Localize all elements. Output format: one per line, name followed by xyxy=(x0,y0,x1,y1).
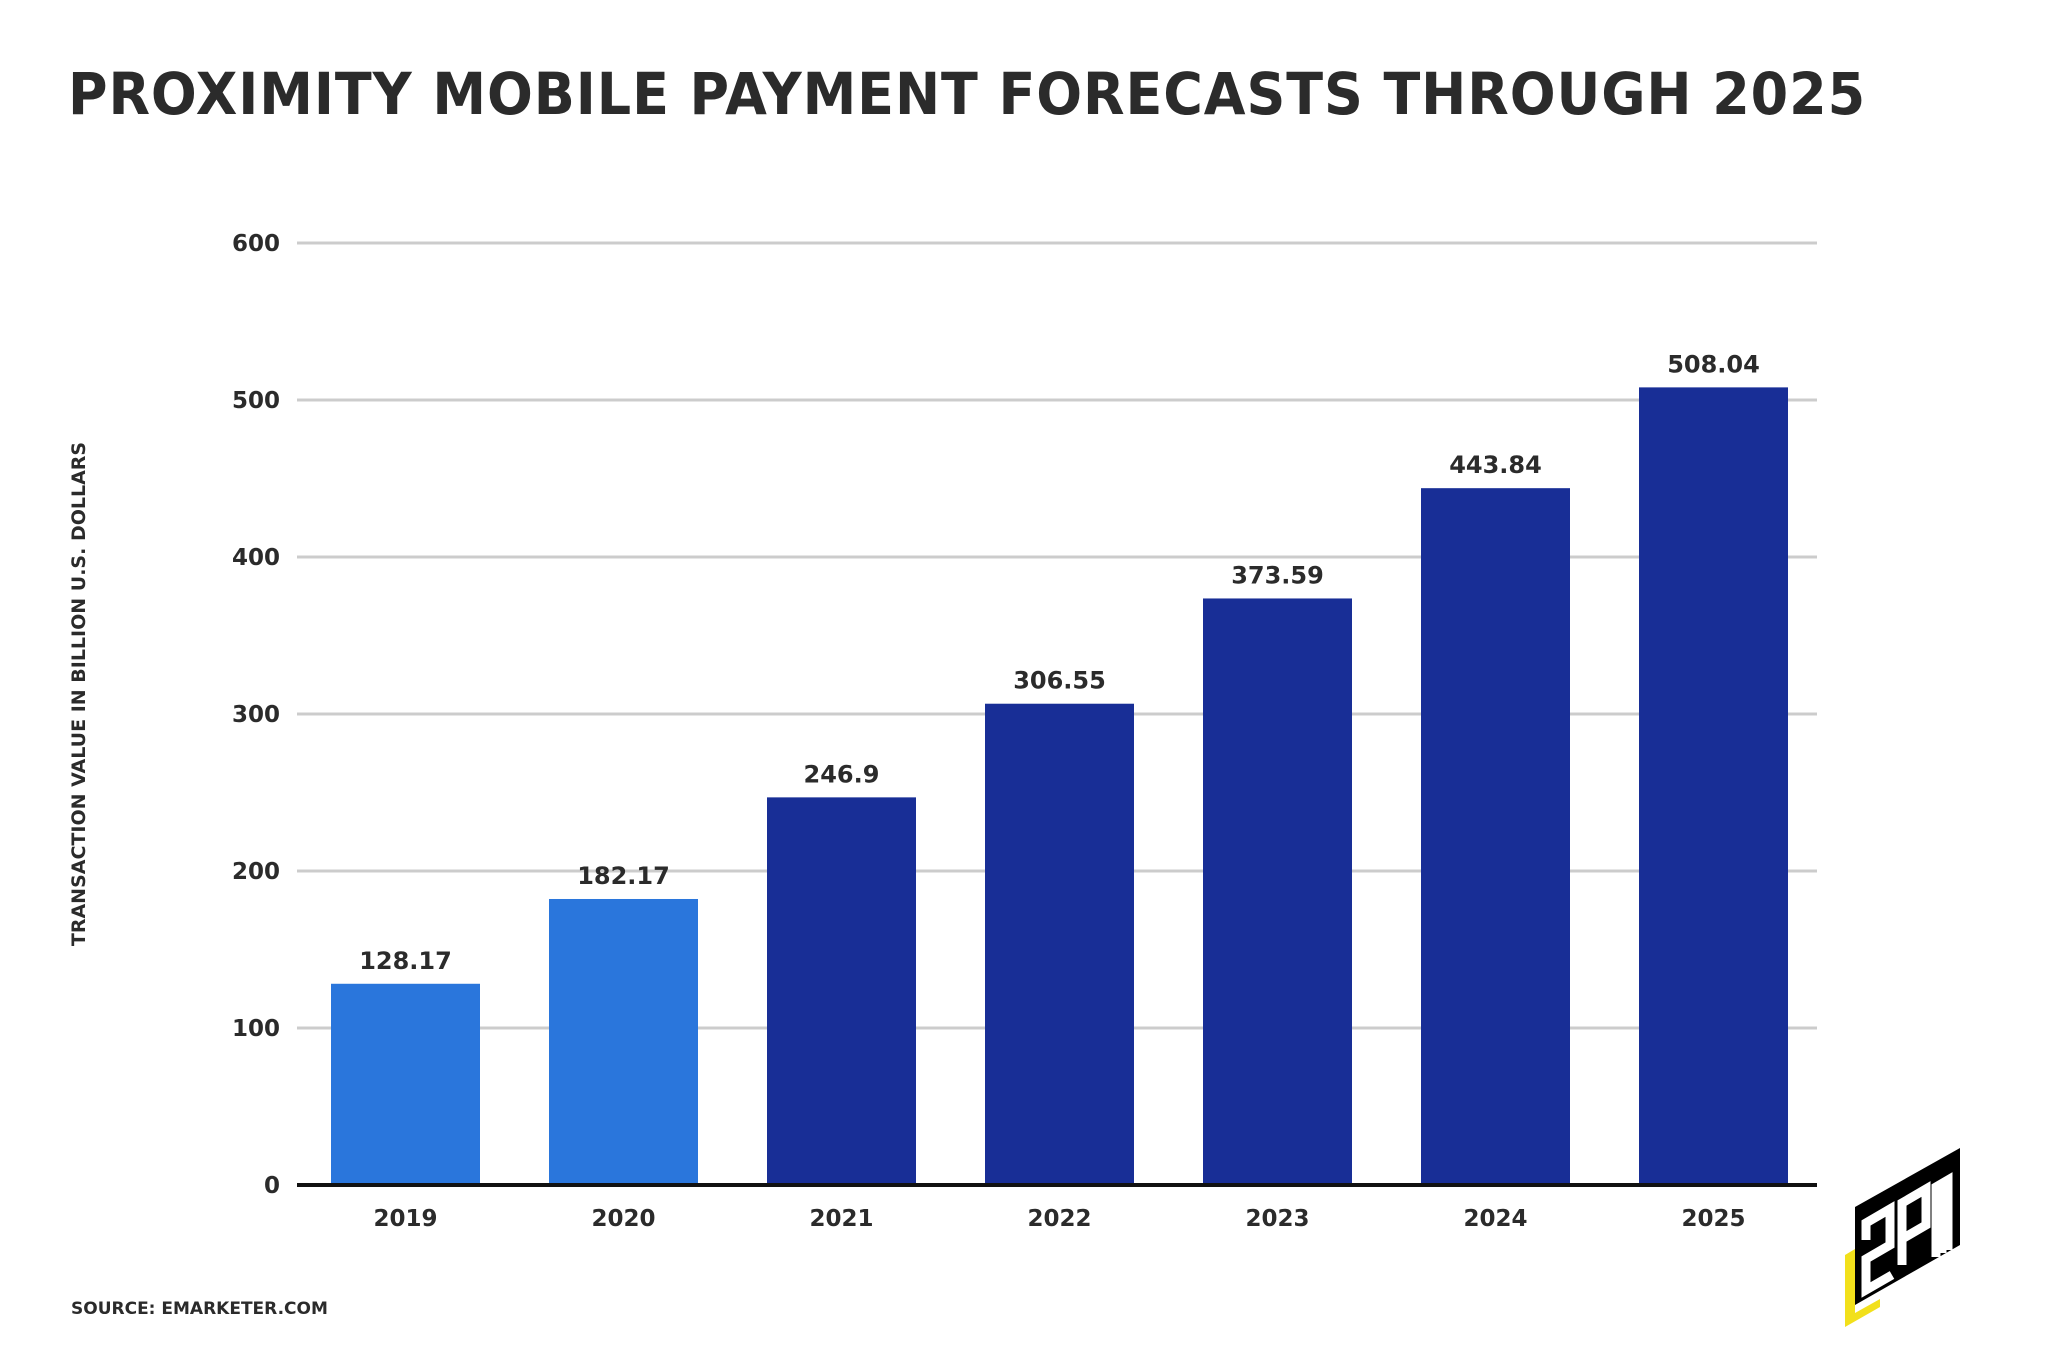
y-tick-label: 300 xyxy=(232,702,280,728)
x-tick-label: 2024 xyxy=(1463,1206,1527,1232)
bar-2020 xyxy=(549,898,698,1185)
x-tick-label: 2020 xyxy=(591,1206,655,1232)
value-label: 246.9 xyxy=(804,760,880,788)
source-note: SOURCE: EMARKETER.COM xyxy=(71,1299,328,1319)
y-tick-labels: 0 100 200 300 400 500 600 xyxy=(232,231,280,1199)
value-label: 443.84 xyxy=(1449,451,1542,479)
y-tick-label: 500 xyxy=(232,388,280,414)
y-tick-label: 100 xyxy=(232,1016,280,1042)
logo-text xyxy=(1861,1172,1953,1298)
bar-2019 xyxy=(331,983,480,1185)
x-tick-label: 2019 xyxy=(373,1206,437,1232)
value-labels: 128.17 182.17 246.9 306.55 373.59 443.84 508.0… xyxy=(359,350,1760,974)
value-label: 306.55 xyxy=(1013,667,1106,695)
y-tick-label: 400 xyxy=(232,545,280,571)
bar-2025 xyxy=(1639,387,1788,1185)
x-tick-labels: 2019 2020 2021 2022 2023 2024 2025 xyxy=(373,1206,1745,1232)
bar-2022 xyxy=(985,703,1134,1185)
y-tick-label: 0 xyxy=(264,1173,280,1199)
y-tick-label: 600 xyxy=(232,231,280,257)
bars xyxy=(331,387,1788,1185)
x-tick-label: 2023 xyxy=(1245,1206,1309,1232)
2pm-logo xyxy=(1845,1148,1960,1327)
value-label: 128.17 xyxy=(359,947,452,975)
value-label: 182.17 xyxy=(577,862,670,890)
x-tick-label: 2022 xyxy=(1027,1206,1091,1232)
bar-2024 xyxy=(1421,488,1570,1185)
y-tick-label: 200 xyxy=(232,859,280,885)
value-label: 508.04 xyxy=(1667,350,1760,378)
x-tick-label: 2025 xyxy=(1681,1206,1745,1232)
bar-2021 xyxy=(767,797,916,1185)
chart-title: PROXIMITY MOBILE PAYMENT FORECASTS THROU… xyxy=(68,60,1867,128)
bar-2023 xyxy=(1203,598,1352,1185)
x-tick-label: 2021 xyxy=(809,1206,873,1232)
logo-accent xyxy=(1845,1249,1880,1327)
value-label: 373.59 xyxy=(1231,561,1324,589)
